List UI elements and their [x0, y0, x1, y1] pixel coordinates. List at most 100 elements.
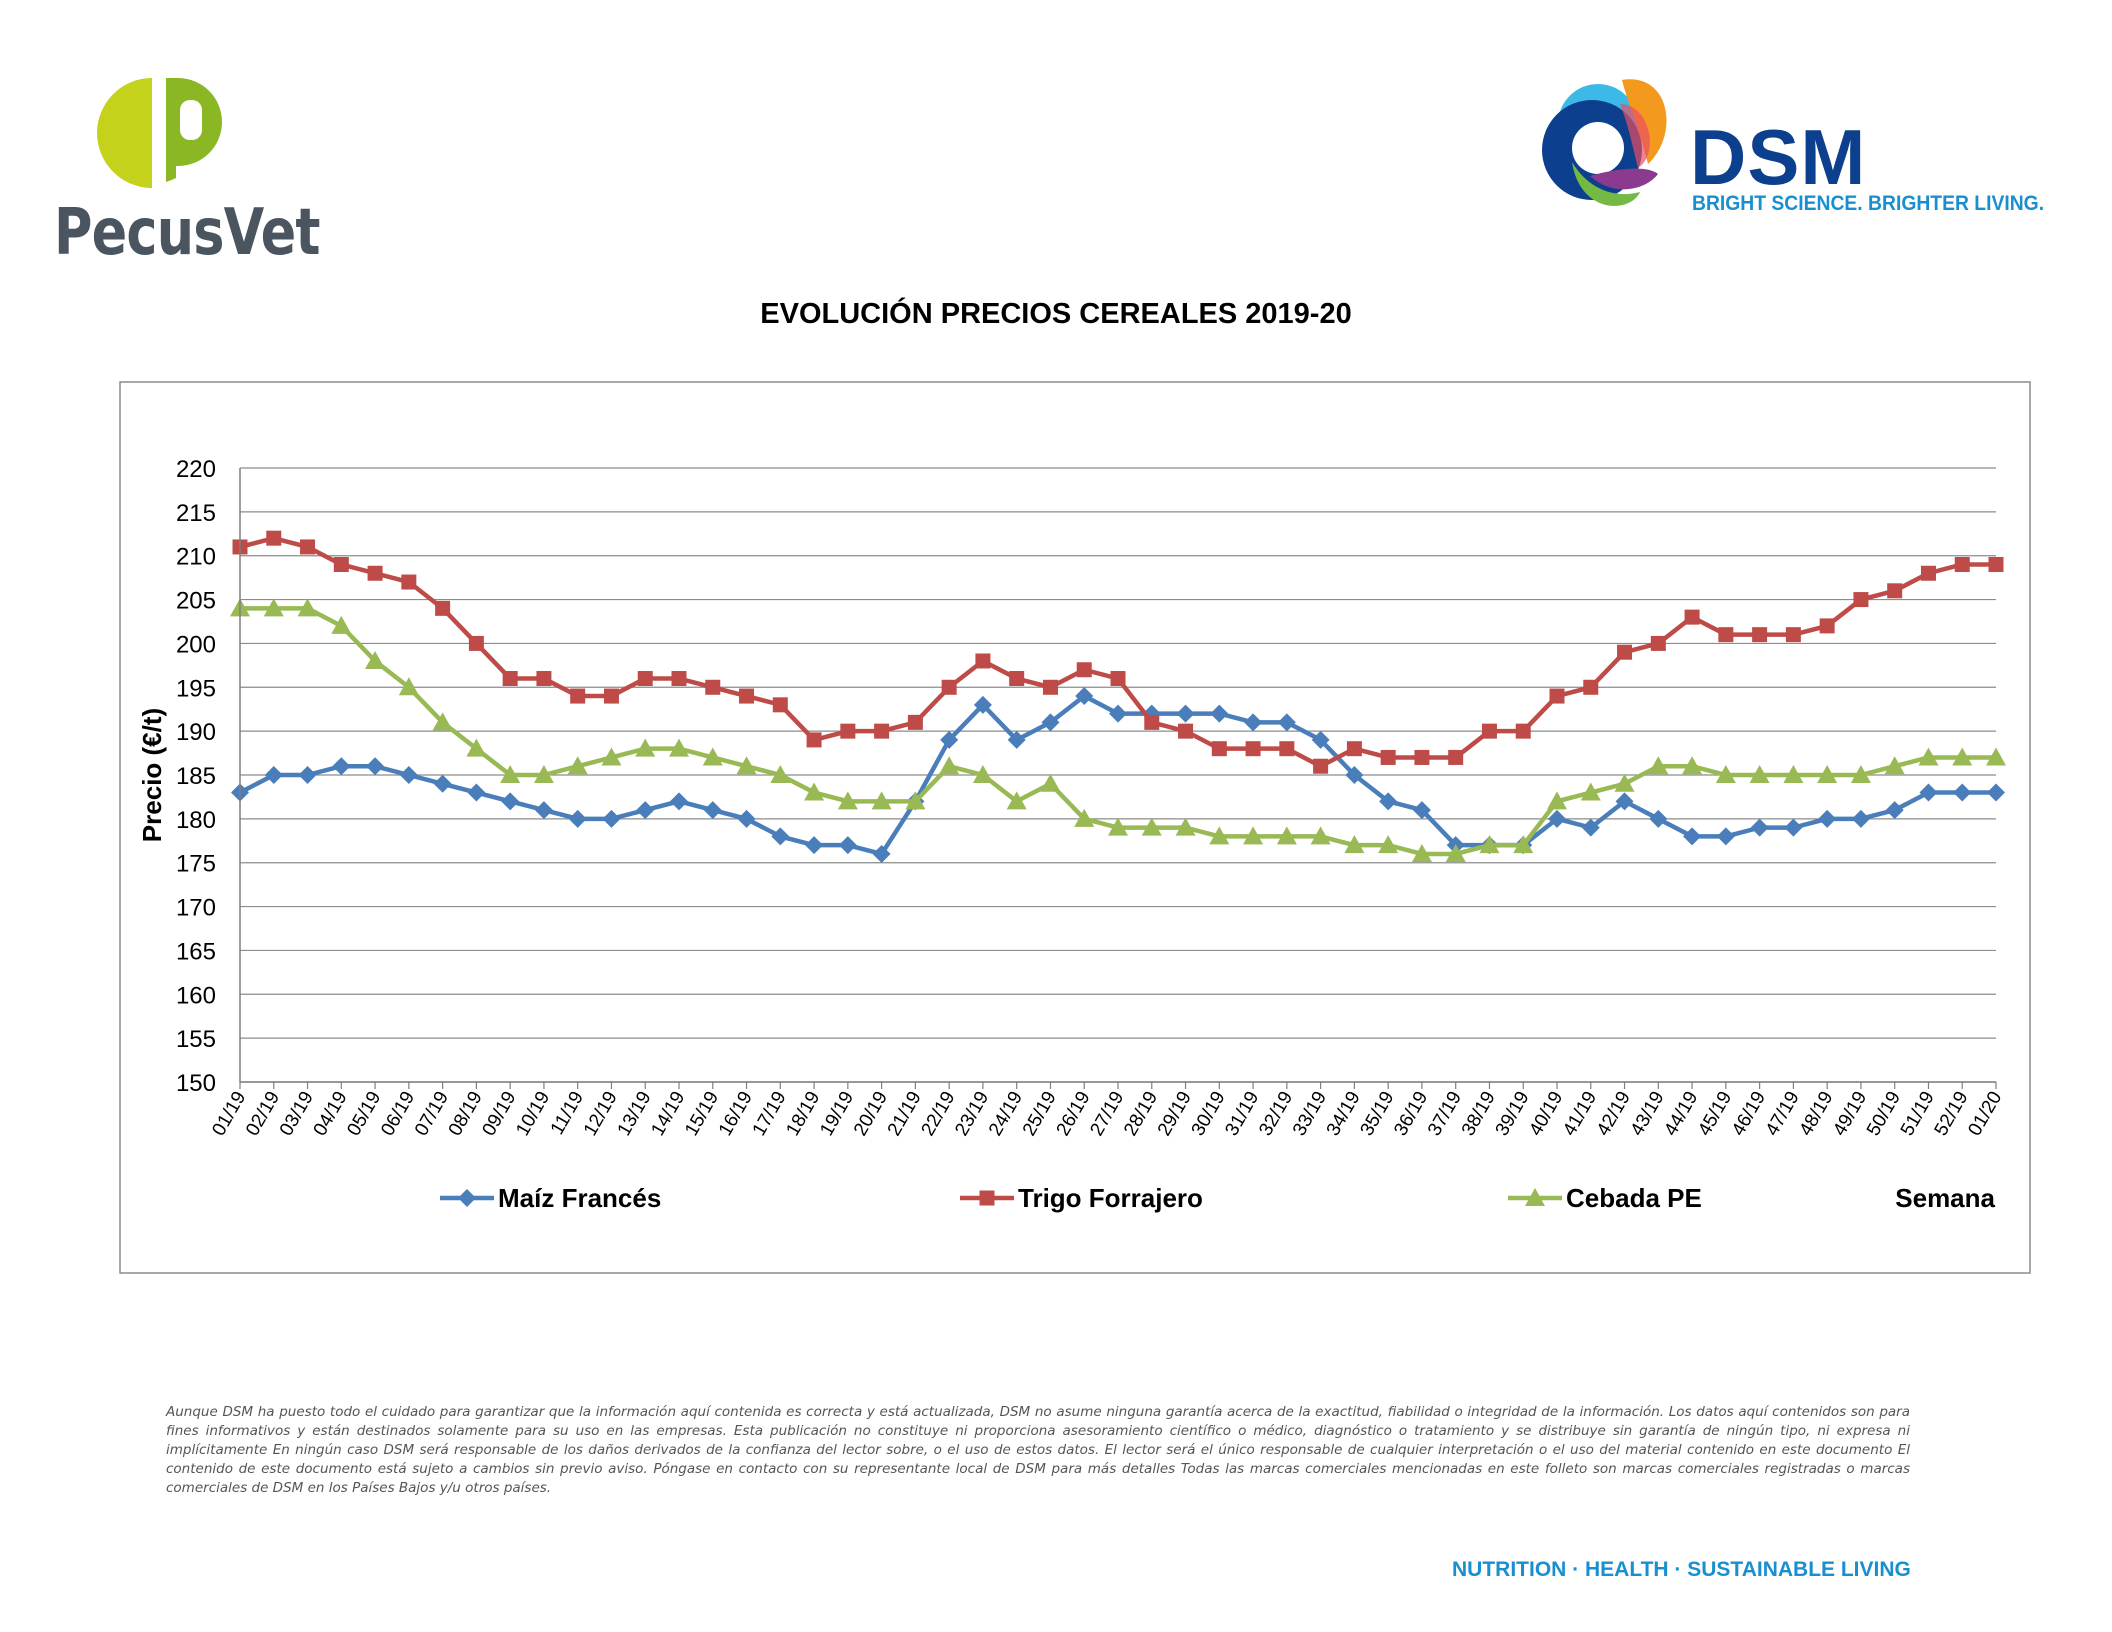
- data-point: [837, 791, 858, 810]
- disclaimer-text: Aunque DSM ha puesto todo el cuidado par…: [166, 1404, 1910, 1496]
- data-point: [297, 598, 318, 617]
- data-point: [1749, 765, 1770, 783]
- data-point: [1648, 756, 1669, 775]
- dsm-tagline: BRIGHT SCIENCE. BRIGHTER LIVING.: [1692, 192, 2045, 215]
- x-tick-label: 18/19: [782, 1088, 824, 1140]
- x-tick-label: 46/19: [1728, 1088, 1770, 1140]
- data-point: [1750, 818, 1769, 837]
- data-point: [1649, 809, 1668, 828]
- data-point: [570, 688, 586, 704]
- data-point: [1918, 747, 1939, 766]
- data-point: [905, 791, 926, 810]
- data-point: [466, 738, 487, 757]
- data-point: [1175, 817, 1196, 836]
- y-tick-label: 175: [176, 851, 216, 878]
- x-tick-label: 16/19: [715, 1088, 757, 1140]
- legend-label: Trigo Forrajero: [1018, 1183, 1203, 1213]
- legend-marker: [1525, 1188, 1545, 1206]
- series-lines: [230, 530, 2006, 863]
- data-point: [1988, 556, 2004, 572]
- y-tick-label: 185: [176, 763, 216, 790]
- data-point: [1752, 627, 1768, 643]
- data-point: [770, 765, 791, 783]
- x-tick-label: 14/19: [647, 1088, 689, 1140]
- data-point: [1380, 749, 1396, 765]
- y-tick-label: 205: [176, 588, 216, 615]
- data-point: [637, 671, 653, 687]
- data-point: [1684, 609, 1700, 625]
- legend-label: Maíz Francés: [498, 1183, 661, 1213]
- x-tick-label: 40/19: [1525, 1088, 1567, 1140]
- legend-label: Cebada PE: [1566, 1183, 1702, 1213]
- x-tick-label: 38/19: [1458, 1088, 1500, 1140]
- data-point: [298, 766, 317, 784]
- x-tick-label: 05/19: [343, 1088, 385, 1140]
- x-tick-label: 32/19: [1255, 1088, 1297, 1140]
- x-tick-label: 47/19: [1762, 1088, 1804, 1140]
- data-point: [907, 714, 923, 730]
- data-point: [1344, 835, 1365, 854]
- data-point: [1682, 756, 1703, 775]
- x-tick-label: 28/19: [1120, 1088, 1162, 1140]
- x-tick-label: 37/19: [1424, 1088, 1466, 1140]
- data-point: [1310, 826, 1331, 845]
- data-point: [1783, 765, 1804, 783]
- y-tick-label: 150: [176, 1070, 216, 1097]
- data-point: [264, 766, 283, 784]
- x-tick-label: 07/19: [411, 1088, 453, 1140]
- data-point: [601, 747, 622, 766]
- series-2: [230, 598, 2006, 862]
- data-point: [1481, 723, 1497, 739]
- data-point: [1243, 826, 1264, 845]
- data-point: [1581, 818, 1600, 837]
- x-tick-label: 50/19: [1863, 1088, 1905, 1140]
- legend-marker: [458, 1189, 476, 1207]
- y-tick-label: 180: [176, 807, 216, 834]
- data-point: [263, 598, 284, 617]
- y-tick-label: 170: [176, 895, 216, 922]
- x-tick-label: 26/19: [1053, 1088, 1095, 1140]
- data-point: [1987, 783, 2005, 802]
- x-tick-label: 02/19: [242, 1088, 284, 1140]
- data-point: [939, 756, 960, 775]
- data-point: [1109, 704, 1127, 723]
- x-tick-label: 21/19: [884, 1088, 926, 1140]
- data-point: [467, 783, 486, 802]
- x-tick-label: 06/19: [377, 1088, 419, 1140]
- data-point: [567, 756, 588, 775]
- data-point: [1007, 730, 1026, 749]
- data-point: [1412, 801, 1431, 820]
- data-point: [941, 679, 957, 695]
- data-point: [401, 574, 417, 590]
- x-tick-label: 31/19: [1221, 1088, 1263, 1140]
- data-point: [1920, 565, 1936, 581]
- data-point: [1650, 635, 1666, 651]
- data-point: [635, 738, 656, 757]
- data-point: [973, 695, 992, 714]
- x-tick-label: 39/19: [1492, 1088, 1534, 1140]
- data-point: [1210, 704, 1229, 723]
- data-point: [1716, 827, 1735, 846]
- data-point: [433, 774, 452, 793]
- data-point: [804, 782, 825, 801]
- y-tick-label: 160: [176, 982, 216, 1009]
- x-tick-label: 13/19: [614, 1088, 656, 1140]
- data-point: [500, 765, 521, 783]
- x-axis-label: Semana: [1895, 1183, 1995, 1213]
- x-tick-label: 45/19: [1694, 1088, 1736, 1140]
- data-point: [1006, 791, 1027, 810]
- data-point: [1513, 835, 1534, 854]
- data-point: [1178, 723, 1194, 739]
- data-point: [1785, 627, 1801, 643]
- data-point: [1954, 556, 1970, 572]
- x-tick-label: 29/19: [1154, 1088, 1196, 1140]
- data-point: [1718, 627, 1734, 643]
- data-point: [1986, 747, 2006, 766]
- x-tick-label: 42/19: [1593, 1088, 1635, 1140]
- data-point: [739, 688, 755, 704]
- footer-tagline: NUTRITION · HEALTH · SUSTAINABLE LIVING: [1452, 1558, 1911, 1581]
- x-tick-label: 44/19: [1660, 1088, 1702, 1140]
- data-point: [805, 836, 824, 855]
- data-point: [1414, 749, 1430, 765]
- data-point: [1884, 756, 1905, 775]
